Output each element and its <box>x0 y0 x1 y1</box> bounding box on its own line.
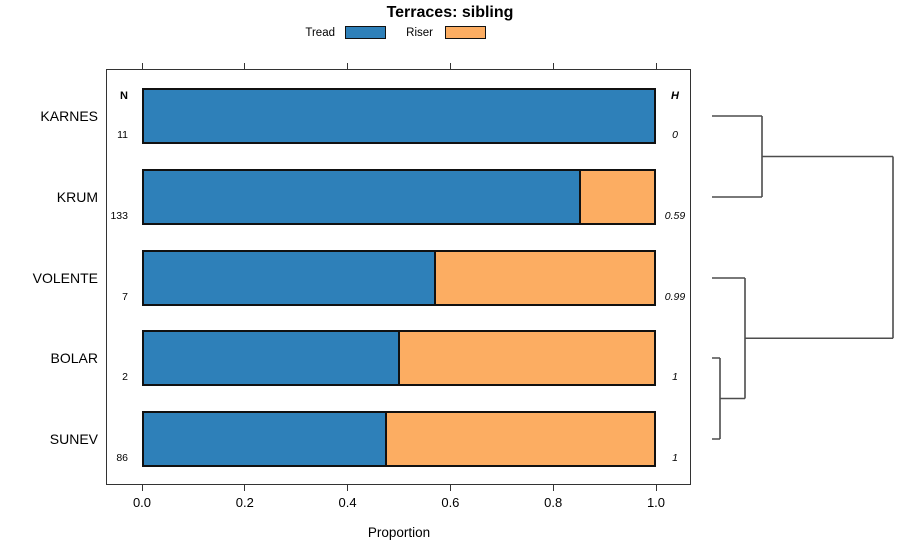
bar-segment-tread <box>144 413 386 465</box>
category-label: VOLENTE <box>32 270 98 286</box>
category-label: BOLAR <box>50 350 98 366</box>
x-tick-bottom <box>244 485 246 491</box>
n-value: 7 <box>122 291 128 303</box>
x-tick-top <box>655 63 657 69</box>
bar-segment-riser <box>435 252 654 304</box>
n-value: 133 <box>110 210 128 222</box>
h-value: 0 <box>672 129 678 141</box>
legend-label-riser: Riser <box>406 27 433 39</box>
category-label: KARNES <box>40 108 98 124</box>
category-label: SUNEV <box>49 431 98 447</box>
segment-divider <box>579 171 581 223</box>
bar-segment-tread <box>144 332 399 384</box>
h-column-header: H <box>671 90 679 102</box>
x-tick-label: 0.8 <box>544 495 563 510</box>
segment-divider <box>434 252 436 304</box>
chart-title: Terraces: sibling <box>386 4 514 21</box>
x-tick-label: 0.2 <box>235 495 254 510</box>
dendrogram-lines <box>712 115 894 440</box>
x-tick-top <box>141 63 143 69</box>
x-tick-bottom <box>655 485 657 491</box>
plot-box <box>106 69 691 485</box>
x-tick-bottom <box>449 485 451 491</box>
stacked-bar <box>142 88 656 144</box>
n-column-header: N <box>120 90 128 102</box>
bar-segment-riser <box>386 413 654 465</box>
x-tick-top <box>552 63 554 69</box>
x-tick-bottom <box>347 485 349 491</box>
bar-segment-tread <box>144 90 654 142</box>
h-value: 0.99 <box>664 291 686 303</box>
bar-segment-riser <box>399 332 654 384</box>
n-value: 86 <box>116 452 128 464</box>
segment-divider <box>398 332 400 384</box>
category-label: KRUM <box>56 189 98 205</box>
stacked-bar <box>142 330 656 386</box>
legend-swatch-riser <box>445 26 486 39</box>
n-value: 2 <box>122 371 128 383</box>
h-value: 0.59 <box>664 210 686 222</box>
x-tick-label: 0.4 <box>338 495 357 510</box>
x-tick-bottom <box>141 485 143 491</box>
x-tick-top <box>347 63 349 69</box>
x-tick-top <box>244 63 246 69</box>
stacked-bar <box>142 169 656 225</box>
h-value: 1 <box>672 452 678 464</box>
legend-swatch-tread <box>345 26 386 39</box>
h-value: 1 <box>672 371 678 383</box>
x-tick-label: 0.0 <box>132 495 152 510</box>
segment-divider <box>385 413 387 465</box>
stacked-bar <box>142 250 656 306</box>
x-tick-top <box>449 63 451 69</box>
n-value: 11 <box>117 129 128 141</box>
legend-label-tread: Tread <box>305 27 335 39</box>
bar-segment-riser <box>580 171 654 223</box>
x-tick-label: 0.6 <box>441 495 460 510</box>
bar-segment-tread <box>144 252 435 304</box>
bar-segment-tread <box>144 171 580 223</box>
x-tick-label: 1.0 <box>646 495 666 510</box>
x-axis-title: Proportion <box>367 525 431 540</box>
x-tick-bottom <box>552 485 554 491</box>
stacked-bar <box>142 411 656 467</box>
